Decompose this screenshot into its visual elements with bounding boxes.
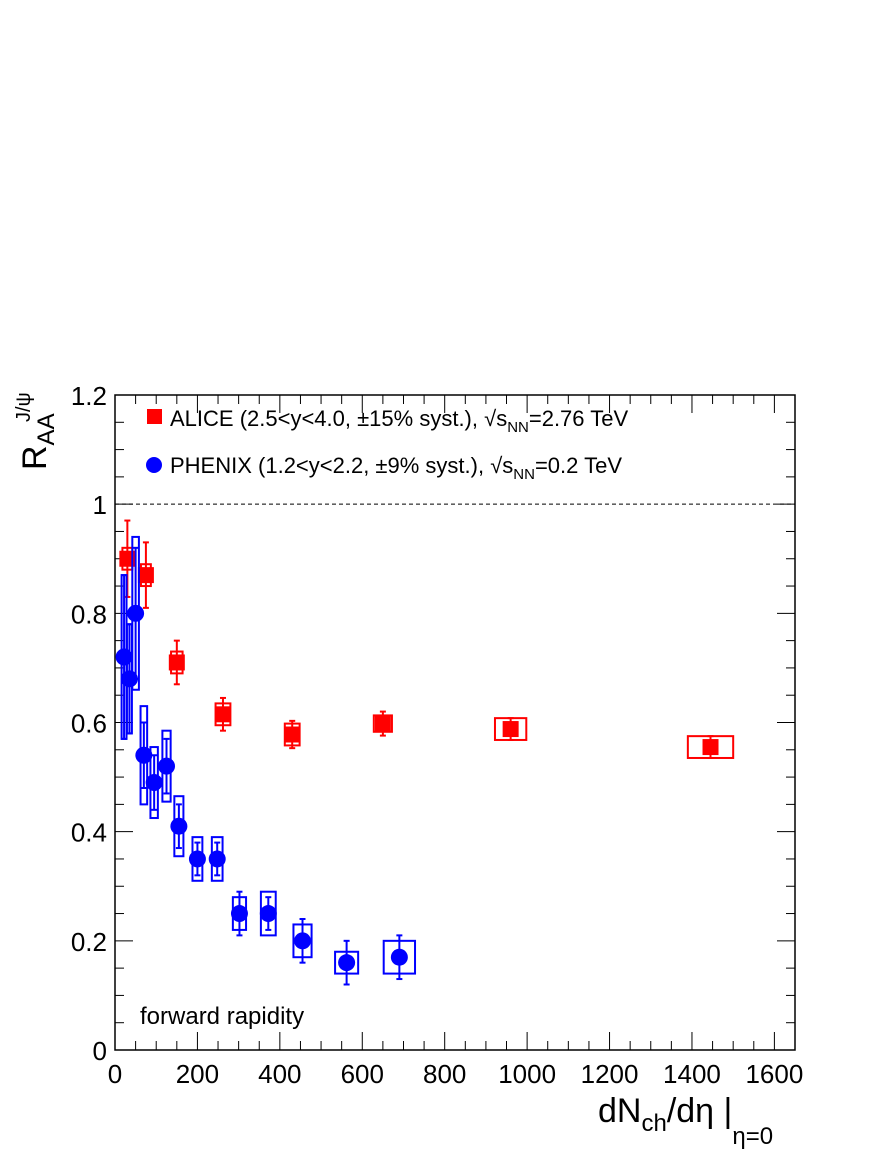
data-point-circle [158, 757, 176, 775]
series-1 [115, 535, 417, 986]
data-point-circle [390, 948, 408, 966]
x-tick-label: 1600 [745, 1059, 803, 1089]
x-tick-label: 1000 [498, 1059, 556, 1089]
y-axis-label: RAA [16, 413, 60, 470]
legend-phenix-sub: NN [513, 466, 535, 483]
data-point-square [137, 567, 154, 584]
x-axis-label-main: dN [598, 1092, 641, 1130]
data-point-square [284, 726, 301, 743]
data-point-circle [127, 604, 145, 622]
x-axis-label-sub1: ch [641, 1110, 666, 1137]
y-axis-label-sup: J/ψ [13, 392, 35, 422]
y-axis-label-main: R [16, 445, 54, 470]
axes: 0 200 400 600 800 1000 1200 1400 1600 0 0.2 0.4 0.6 0… [71, 381, 803, 1089]
data-point-square [502, 721, 519, 738]
x-tick-label: 400 [258, 1059, 301, 1089]
series-layer [115, 519, 735, 986]
data-point-circle [259, 905, 277, 923]
y-tick-label: 0 [93, 1036, 107, 1066]
legend-alice-sqrt: √ [484, 406, 497, 431]
y-tick-label: 1 [93, 490, 107, 520]
data-point-circle [294, 932, 312, 950]
legend-alice-prefix: ALICE (2.5<y<4.0, ±15% syst.), [170, 406, 484, 431]
legend-phenix-s: s [502, 453, 513, 478]
series-0 [119, 519, 735, 759]
legend-marker-phenix [146, 457, 162, 473]
data-point-square [374, 715, 391, 732]
data-point-circle [170, 817, 188, 835]
x-tick-label: 200 [176, 1059, 219, 1089]
y-tick-label: 0.8 [71, 599, 107, 629]
data-point-circle [188, 850, 206, 868]
legend-label-alice: ALICE (2.5<y<4.0, ±15% syst.), √sNN=2.76… [170, 406, 628, 436]
y-tick-label: 0.2 [71, 927, 107, 957]
x-tick-label: 800 [423, 1059, 466, 1089]
data-point-circle [145, 774, 163, 792]
data-point-circle [135, 746, 153, 764]
x-axis-label-sub2: η=0 [732, 1123, 773, 1150]
x-tick-label: 600 [341, 1059, 384, 1089]
data-point-circle [208, 850, 226, 868]
y-tick-label: 0.6 [71, 709, 107, 739]
x-tick-label: 0 [108, 1059, 122, 1089]
data-point-circle [120, 670, 138, 688]
data-point-square [214, 706, 231, 723]
x-tick-label: 1400 [663, 1059, 721, 1089]
annotation-forward-rapidity: forward rapidity [140, 1003, 304, 1030]
y-axis-label-sub: AA [33, 413, 60, 445]
legend-marker-alice [147, 409, 162, 424]
data-point-square [702, 739, 719, 756]
legend-phenix-sqrt: √ [490, 453, 503, 478]
data-point-circle [115, 648, 133, 666]
legend-phenix-prefix: PHENIX (1.2<y<2.2, ±9% syst.), [170, 453, 490, 478]
legend-alice-sub: NN [507, 419, 529, 436]
data-point-square [168, 654, 185, 671]
y-tick-label: 0.4 [71, 818, 107, 848]
x-tick-label: 1200 [581, 1059, 639, 1089]
y-tick-label: 1.2 [71, 381, 107, 411]
legend-label-phenix: PHENIX (1.2<y<2.2, ±9% syst.), √sNN=0.2 … [170, 453, 622, 483]
plot-frame [114, 394, 796, 1051]
legend-phenix-suffix: =0.2 TeV [535, 453, 622, 478]
x-axis-label-mid: /dη | [667, 1092, 733, 1130]
data-point-circle [338, 954, 356, 972]
legend-alice-suffix: =2.76 TeV [529, 406, 629, 431]
legend: ALICE (2.5<y<4.0, ±15% syst.), √sNN=2.76… [146, 406, 628, 483]
legend-alice-s: s [496, 406, 507, 431]
x-axis-label: dNch/dη |η=0 [598, 1092, 773, 1150]
data-point-circle [230, 905, 248, 923]
